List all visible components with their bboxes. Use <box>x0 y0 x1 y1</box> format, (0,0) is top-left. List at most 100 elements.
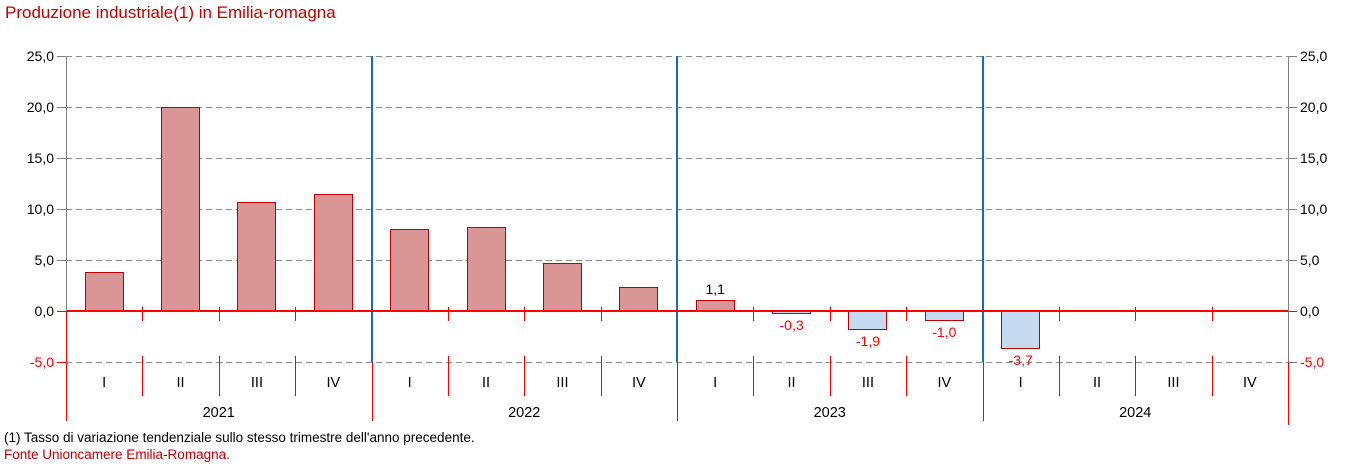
y-axis-tick-right <box>1288 259 1297 261</box>
y-axis-label-left: 0,0 <box>34 303 54 319</box>
bar <box>542 263 582 311</box>
bar <box>848 311 888 331</box>
quarter-tick <box>447 307 449 321</box>
bar <box>924 311 964 322</box>
quarter-label: II <box>1093 375 1102 391</box>
y-axis-line-left-gray <box>66 56 67 311</box>
quarter-tick <box>218 307 220 321</box>
bar <box>313 193 353 311</box>
y-axis-line-right-red <box>1288 362 1289 425</box>
quarter-label: IV <box>326 375 341 391</box>
year-label: 2021 <box>202 405 235 421</box>
quarter-label: III <box>861 375 874 391</box>
year-label: 2023 <box>813 405 846 421</box>
y-axis-tick-right <box>1288 157 1297 159</box>
quarter-label: II <box>176 375 185 391</box>
year-boundary-line <box>371 362 373 421</box>
quarter-label: I <box>713 375 718 391</box>
y-axis-tick-right <box>1288 106 1297 108</box>
quarter-tick <box>142 307 144 321</box>
quarter-divider <box>218 356 220 396</box>
quarter-divider <box>753 356 755 396</box>
bar-value-label: -1,9 <box>855 333 880 350</box>
quarter-divider <box>600 356 602 396</box>
y-axis-tick-left <box>57 361 66 363</box>
y-axis-tick-right <box>1288 310 1297 312</box>
year-separator-line <box>981 56 984 362</box>
quarter-label: I <box>1018 375 1023 391</box>
source-text: Fonte Unioncamere Emilia-Romagna. <box>4 447 230 462</box>
y-axis-label-right: 5,0 <box>1300 252 1320 268</box>
year-separator-line <box>370 56 373 362</box>
quarter-divider <box>447 356 449 396</box>
year-label: 2024 <box>1119 405 1152 421</box>
quarter-divider <box>1135 356 1137 396</box>
y-axis-label-left: 25,0 <box>26 48 54 64</box>
y-axis-tick-left <box>57 259 66 261</box>
quarter-divider <box>1058 356 1060 396</box>
quarter-label: I <box>102 375 107 391</box>
y-axis-label-right: -5,0 <box>1300 354 1325 370</box>
quarter-tick <box>753 307 755 321</box>
y-axis-tick-left <box>57 157 66 159</box>
y-axis-line-right-gray <box>1288 56 1289 362</box>
y-axis-tick-right <box>1288 361 1297 363</box>
y-axis-line-left-red <box>66 311 67 421</box>
year-boundary-line <box>677 362 678 421</box>
quarter-divider <box>142 356 144 396</box>
footnote-text: (1) Tasso di variazione tendenziale sull… <box>4 430 475 445</box>
y-axis-tick-right <box>1288 208 1297 210</box>
bar <box>390 229 430 311</box>
year-separator-line <box>676 56 678 362</box>
bar <box>161 107 201 311</box>
quarter-label: IV <box>631 375 646 391</box>
bar-value-label: -1,0 <box>932 324 957 341</box>
quarter-label: I <box>407 375 412 391</box>
quarter-label: III <box>556 375 569 391</box>
quarter-divider <box>295 356 297 396</box>
y-axis-label-right: 0,0 <box>1300 303 1320 319</box>
quarter-tick <box>829 307 831 321</box>
quarter-tick <box>295 307 297 321</box>
y-axis-tick-left <box>57 55 66 57</box>
y-axis-label-right: 20,0 <box>1300 99 1328 115</box>
quarter-divider <box>906 356 908 396</box>
y-axis-tick-left <box>57 106 66 108</box>
quarter-divider <box>829 356 831 396</box>
bar <box>1001 311 1041 349</box>
bar-value-label: 1,1 <box>705 280 725 297</box>
bar <box>84 272 124 311</box>
y-axis-label-right: 15,0 <box>1300 150 1328 166</box>
y-axis-label-right: 10,0 <box>1300 201 1328 217</box>
quarter-tick <box>1211 307 1213 321</box>
y-axis-tick-left <box>57 310 66 312</box>
quarter-tick <box>524 307 526 321</box>
chart-title: Produzione industriale(1) in Emilia-roma… <box>5 3 336 22</box>
y-axis-label-left: 15,0 <box>26 150 54 166</box>
y-axis-label-left: -5,0 <box>29 354 54 370</box>
quarter-tick <box>1058 307 1060 321</box>
bar <box>237 201 277 311</box>
year-label: 2022 <box>508 405 541 421</box>
y-axis-label-left: 10,0 <box>26 201 54 217</box>
quarter-divider <box>1211 356 1213 396</box>
y-axis-label-right: 25,0 <box>1300 48 1328 64</box>
y-axis-tick-left <box>57 208 66 210</box>
bar <box>619 286 659 311</box>
quarter-label: III <box>1167 375 1180 391</box>
bar-value-label: -0,3 <box>779 317 804 334</box>
quarter-divider <box>524 356 526 396</box>
y-axis-label-left: 5,0 <box>34 252 54 268</box>
quarter-tick <box>1135 307 1137 321</box>
quarter-label: II <box>787 375 796 391</box>
quarter-label: III <box>250 375 263 391</box>
year-boundary-line <box>982 362 984 421</box>
bar <box>466 227 506 311</box>
quarter-label: IV <box>1242 375 1257 391</box>
y-axis-tick-right <box>1288 55 1297 57</box>
quarter-tick <box>906 307 908 321</box>
quarter-tick <box>600 307 602 321</box>
zero-line <box>66 310 1288 312</box>
